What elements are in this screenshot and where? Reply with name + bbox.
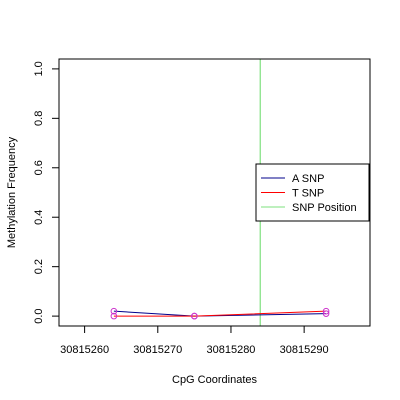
y-tick-label: 0.4 (33, 210, 45, 225)
x-axis-label: CpG Coordinates (172, 374, 257, 386)
data-point-t-snp (191, 312, 198, 320)
y-tick-label: 1.0 (33, 61, 45, 76)
legend-label: SNP Position (292, 202, 357, 214)
legend-label: A SNP (292, 173, 324, 185)
x-tick-label: 30815260 (60, 344, 109, 356)
series-line-t-snp (113, 310, 327, 317)
y-axis-label: Methylation Frequency (6, 136, 18, 248)
legend-label: T SNP (292, 188, 324, 200)
x-tick-label: 30815290 (280, 344, 329, 356)
plot-frame (58, 58, 371, 327)
data-point-a-snp (110, 307, 118, 315)
y-tick-label: 0.2 (33, 259, 45, 274)
data-point-t-snp (110, 312, 118, 320)
y-tick-label: 0.0 (33, 308, 45, 323)
data-point-t-snp (322, 307, 330, 315)
y-tick-label: 0.6 (33, 160, 45, 175)
legend-box (255, 163, 370, 222)
data-point-a-snp (322, 310, 330, 317)
x-tick-label: 30815270 (133, 344, 182, 356)
y-tick-label: 0.8 (33, 111, 45, 126)
legend: A SNP T SNP SNP Position (255, 163, 370, 222)
x-tick-label: 30815280 (206, 344, 255, 356)
